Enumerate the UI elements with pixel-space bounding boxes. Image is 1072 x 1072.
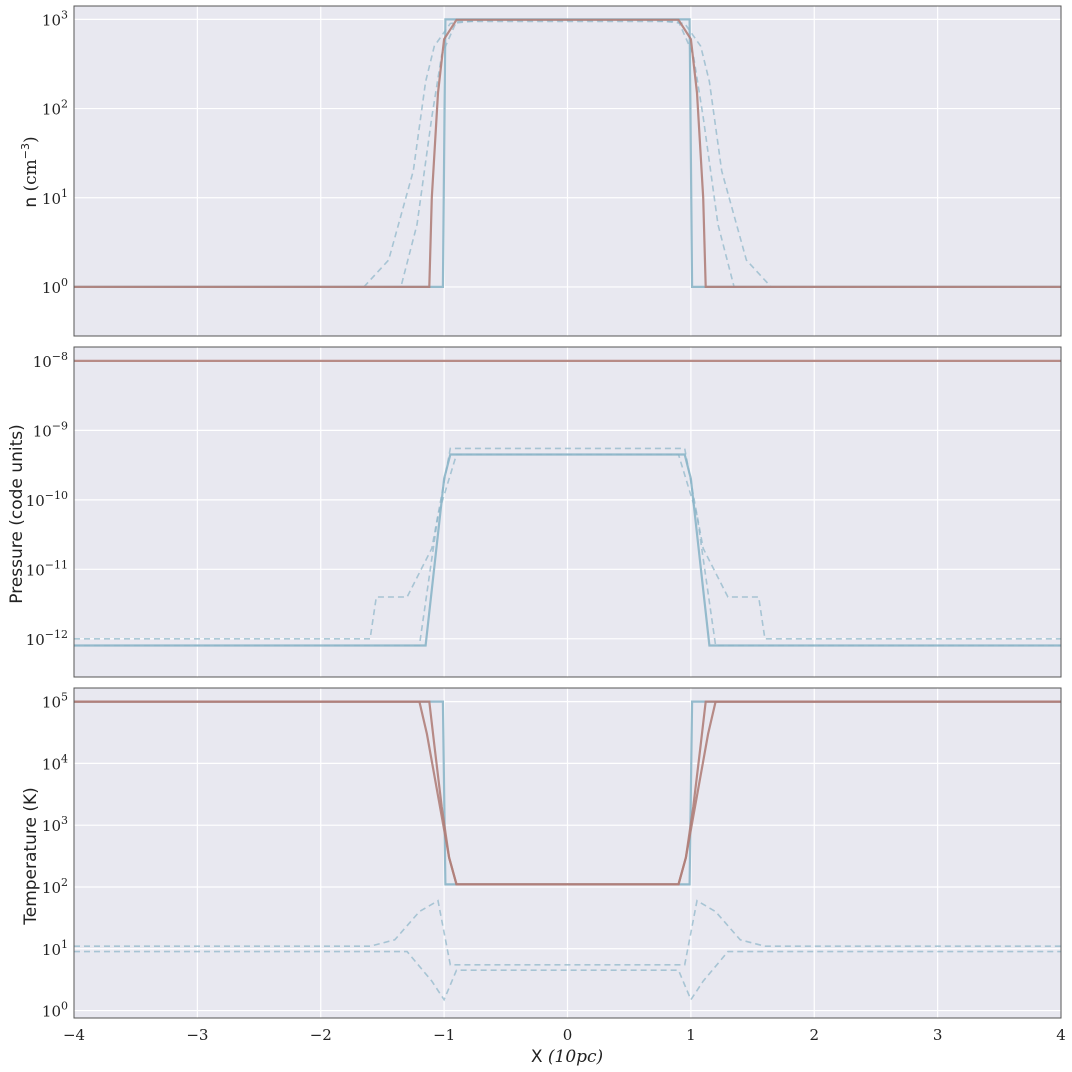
y-tick-label: 100 xyxy=(42,276,68,297)
blue-series-line xyxy=(74,453,1061,647)
blue-series-line xyxy=(74,899,1061,966)
x-tick-label: −3 xyxy=(186,1026,208,1044)
temperature-panel: 100 101 102 103 104 105 −4 −3 −2 −1 0 1 2 3 4 xyxy=(42,687,1066,1044)
blue-series-line xyxy=(74,447,1061,640)
pressure-ylabel: Pressure (code units) xyxy=(7,424,27,603)
y-tick-label: 100 xyxy=(42,1000,68,1021)
y-tick-label: 10−8 xyxy=(33,350,68,371)
x-axis-label: X (10pc) xyxy=(531,1047,603,1067)
y-tick-label: 10−10 xyxy=(26,489,68,510)
x-tick-label: 1 xyxy=(686,1026,696,1044)
y-tick-label: 103 xyxy=(42,8,68,29)
x-tick-label: 2 xyxy=(809,1026,819,1044)
series-group xyxy=(74,359,1061,647)
x-tick-label: −4 xyxy=(63,1026,85,1044)
axes-frame xyxy=(73,687,1062,1019)
series-group xyxy=(74,18,1061,288)
y-tick-label: 10−11 xyxy=(26,558,68,579)
axes-frame xyxy=(73,5,1062,337)
y-tick-label: 10−9 xyxy=(33,419,68,440)
y-tick-label: 104 xyxy=(42,752,68,773)
y-tick-label: 105 xyxy=(42,691,68,712)
density-ylabel: n (cm−3) xyxy=(19,136,41,207)
y-tick-label: 101 xyxy=(42,187,68,208)
x-tick-label: −1 xyxy=(433,1026,455,1044)
red-series-line xyxy=(74,700,1061,886)
y-tick-label: 10−12 xyxy=(26,628,68,649)
blue-series-line xyxy=(74,20,1061,288)
y-tick-label: 102 xyxy=(42,876,68,897)
red-series-line xyxy=(74,18,1061,288)
y-tick-label: 102 xyxy=(42,98,68,119)
temperature-ylabel: Temperature (K) xyxy=(21,787,41,926)
y-tick-label: 103 xyxy=(42,814,68,835)
series-group xyxy=(74,700,1061,1002)
y-tick-label: 101 xyxy=(42,938,68,959)
x-tick-label: 4 xyxy=(1056,1026,1066,1044)
x-tick-label: −2 xyxy=(310,1026,332,1044)
density-panel: 100 101 102 103 xyxy=(42,5,1062,337)
x-tick-label: 0 xyxy=(563,1026,573,1044)
axes-frame xyxy=(73,346,1062,678)
x-tick-label: 3 xyxy=(933,1026,943,1044)
pressure-panel: 10−12 10−11 10−10 10−9 10−8 xyxy=(26,346,1062,678)
blue-series-line xyxy=(74,950,1061,1002)
